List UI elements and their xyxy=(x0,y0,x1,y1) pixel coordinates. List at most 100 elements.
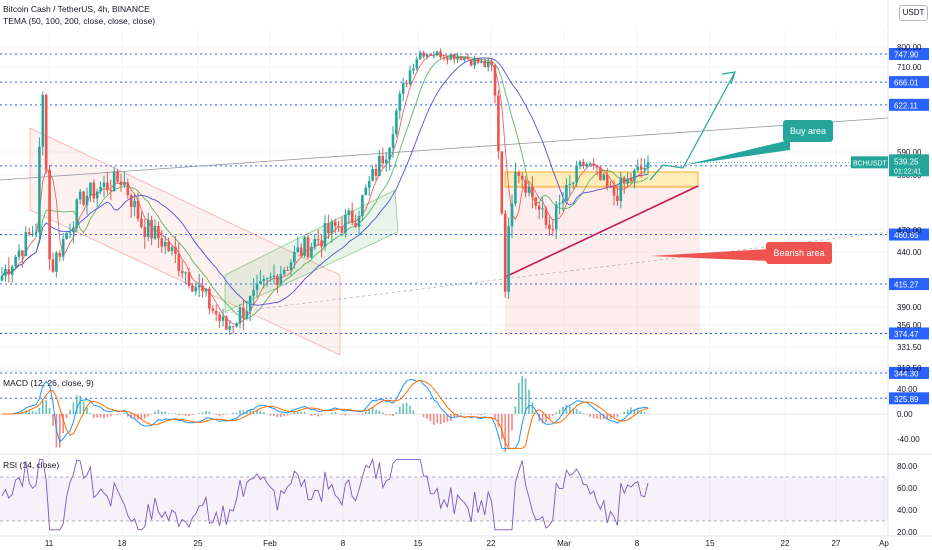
candle-body xyxy=(354,223,357,227)
macd-histogram-bar xyxy=(273,414,275,416)
macd-histogram-bar xyxy=(314,414,316,416)
candle-body xyxy=(299,247,303,256)
macd-histogram-bar xyxy=(592,414,595,419)
indicator-label: TEMA (50, 100, 200, close, close, close) xyxy=(3,16,156,26)
candle-body xyxy=(85,195,89,205)
macd-histogram-bar xyxy=(613,414,615,418)
candle-body xyxy=(225,316,228,330)
candle-body xyxy=(337,226,340,228)
candle-body xyxy=(357,216,361,227)
price-level-tag xyxy=(889,98,929,111)
price-level-label: 325.89 xyxy=(894,395,919,404)
candle-body xyxy=(136,200,140,219)
candle-body xyxy=(418,52,422,60)
macd-histogram-bar xyxy=(93,414,95,418)
candle-body xyxy=(500,151,504,214)
candle-body xyxy=(320,240,323,247)
candle-body xyxy=(208,288,211,309)
macd-histogram-bar xyxy=(174,413,177,414)
macd-histogram-bar xyxy=(232,412,234,414)
macd-histogram-bar xyxy=(599,414,602,420)
macd-histogram-bar xyxy=(269,414,272,416)
candle-body xyxy=(61,238,65,257)
macd-histogram-bar xyxy=(579,411,581,414)
candle-body xyxy=(374,168,378,176)
candle-body xyxy=(204,288,208,292)
candle-body xyxy=(633,170,636,182)
currency-selector[interactable]: USDT xyxy=(899,5,928,21)
macd-histogram-bar xyxy=(555,412,557,414)
candle-body xyxy=(255,283,259,290)
candle-body xyxy=(102,182,106,187)
macd-histogram-bar xyxy=(348,414,350,415)
candle-body xyxy=(595,165,599,168)
macd-histogram-bar xyxy=(48,407,51,414)
candle-body xyxy=(626,178,629,184)
candle-body xyxy=(463,57,466,61)
macd-histogram-bar xyxy=(188,414,190,416)
current-price-label: 539.25 xyxy=(894,157,919,166)
candle-body xyxy=(146,219,150,238)
candle-body xyxy=(636,166,640,171)
candle-body xyxy=(629,178,633,182)
candle-body xyxy=(391,134,395,148)
macd-histogram-bar xyxy=(480,414,483,416)
candle-body xyxy=(262,279,266,282)
candle-body xyxy=(82,191,85,205)
candle-body xyxy=(327,223,330,234)
price-level-tag xyxy=(889,76,929,89)
macd-histogram-bar xyxy=(59,414,61,448)
macd-histogram-bar xyxy=(52,414,54,426)
price-level-label: 666.01 xyxy=(894,79,919,88)
macd-histogram-bar xyxy=(426,414,428,419)
candle-body xyxy=(384,159,388,164)
time-tick-label: 27 xyxy=(832,539,841,548)
macd-histogram-bar xyxy=(395,411,398,414)
candle-body xyxy=(259,281,262,284)
candle-body xyxy=(527,186,531,193)
candle-body xyxy=(405,83,408,85)
price-level-label: 374.47 xyxy=(894,330,919,339)
macd-histogram-bar xyxy=(616,414,619,418)
trend-line xyxy=(0,117,889,181)
candle-body xyxy=(170,247,174,252)
candle-body xyxy=(381,155,385,164)
macd-histogram-bar xyxy=(569,406,571,414)
macd-histogram-bar xyxy=(280,414,282,418)
candle-body xyxy=(401,83,405,94)
price-level-tag xyxy=(889,392,929,405)
macd-histogram-bar xyxy=(351,414,353,415)
macd-histogram-bar xyxy=(501,414,503,439)
candle-body xyxy=(201,285,204,292)
candle-body xyxy=(541,208,544,210)
candle-body xyxy=(429,54,432,56)
rsi-tick-label: 60.00 xyxy=(897,484,918,493)
macd-histogram-bar xyxy=(439,414,442,425)
macd-tick-label: -40.00 xyxy=(897,435,920,444)
macd-histogram-bar xyxy=(626,409,629,414)
candle-body xyxy=(24,232,28,256)
macd-histogram-bar xyxy=(96,414,98,418)
candle-body xyxy=(582,161,585,167)
macd-histogram-bar xyxy=(548,414,551,419)
candle-body xyxy=(639,166,643,170)
macd-histogram-bar xyxy=(198,413,200,414)
price-level-tag xyxy=(889,228,929,241)
macd-histogram-bar xyxy=(429,414,432,422)
candle-body xyxy=(537,205,541,210)
candle-body xyxy=(361,195,364,217)
candle-body xyxy=(17,250,21,257)
candle-body xyxy=(272,275,276,278)
candle-body xyxy=(544,208,548,225)
candle-body xyxy=(92,182,96,199)
macd-histogram-bar xyxy=(433,414,435,426)
candle-body xyxy=(252,289,255,296)
macd-histogram-bar xyxy=(69,409,71,414)
candle-body xyxy=(293,252,296,263)
candle-body xyxy=(38,146,41,233)
candle-body xyxy=(476,58,480,63)
macd-histogram-bar xyxy=(225,414,228,415)
macd-histogram-bar xyxy=(89,412,92,414)
candle-body xyxy=(531,186,534,198)
